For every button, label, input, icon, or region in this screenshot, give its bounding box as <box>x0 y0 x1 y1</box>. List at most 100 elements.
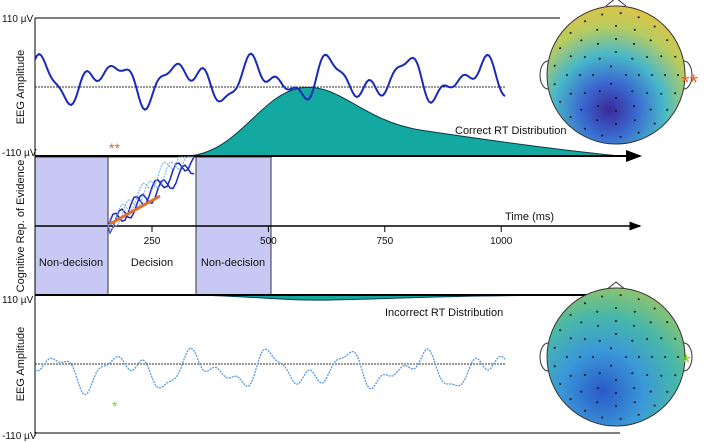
electrode <box>597 324 599 327</box>
electrode <box>566 356 568 358</box>
electrode <box>660 55 663 58</box>
y-min: -110 µV <box>2 431 37 442</box>
electrode <box>592 74 594 76</box>
electrode <box>583 56 586 58</box>
electrode <box>637 131 640 134</box>
electrode <box>580 321 583 324</box>
stage-label: Non-decision <box>201 257 265 269</box>
electrode <box>580 390 583 393</box>
electrode <box>615 379 617 381</box>
electrode <box>646 92 649 94</box>
electrode <box>646 374 649 376</box>
electrode <box>580 39 583 42</box>
electrode <box>664 74 666 76</box>
electrode <box>569 92 572 95</box>
electrode <box>633 310 636 313</box>
electrode <box>619 135 622 138</box>
electrode <box>598 57 601 60</box>
electrode <box>596 310 599 313</box>
electrode <box>569 31 572 34</box>
electrode <box>579 74 581 76</box>
electrode <box>601 134 604 137</box>
marker: ** <box>109 140 120 156</box>
electrode <box>615 405 617 407</box>
electrode <box>610 82 612 85</box>
electrode <box>601 13 604 16</box>
electrode <box>596 119 599 122</box>
electrode <box>592 356 594 358</box>
electrode <box>637 413 640 416</box>
electrode <box>649 39 652 42</box>
electrode <box>660 374 663 377</box>
distribution-label: Correct RT Distribution <box>455 125 566 137</box>
electrode <box>615 97 617 99</box>
electrode <box>579 356 581 358</box>
electrode <box>598 90 601 93</box>
electrode <box>553 346 556 349</box>
electrode <box>580 108 583 111</box>
marker: ** <box>681 70 699 95</box>
electrode <box>664 356 666 358</box>
stage-label: Decision <box>131 257 173 269</box>
electrode <box>633 42 635 45</box>
electrode <box>649 108 652 111</box>
y-min: -110 µV <box>2 148 37 159</box>
electrode <box>631 339 634 342</box>
electrode <box>653 404 656 407</box>
electrode <box>553 365 556 368</box>
tick-label: 250 <box>144 236 161 247</box>
electrode <box>559 100 562 103</box>
stage-label: Non-decision <box>39 257 103 269</box>
electrodes <box>553 12 679 420</box>
electrode <box>633 324 635 327</box>
electrode <box>559 329 562 332</box>
electrode <box>615 25 617 27</box>
electrode <box>566 74 568 76</box>
electrode <box>649 390 652 393</box>
electrode <box>666 321 669 324</box>
electrode <box>649 321 652 324</box>
electrode <box>631 90 634 93</box>
axis-label: Time (ms) <box>505 211 554 223</box>
marker: * <box>682 350 691 375</box>
electrode <box>569 116 572 119</box>
electrode <box>674 374 677 377</box>
electrode <box>653 122 656 125</box>
distribution-label: Incorrect RT Distribution <box>385 307 503 319</box>
electrode <box>553 83 556 86</box>
electrode <box>633 387 635 390</box>
evidence-trace <box>107 156 194 233</box>
electrode <box>637 16 640 19</box>
electrode <box>651 356 653 358</box>
electrode <box>633 28 636 31</box>
electrode <box>615 333 617 335</box>
electrode <box>559 47 562 50</box>
electrode <box>646 56 649 58</box>
electrode <box>625 356 627 358</box>
electrode <box>615 51 617 53</box>
electrode <box>637 298 640 301</box>
electrode <box>610 65 612 68</box>
electrode <box>597 42 599 45</box>
electrode <box>583 92 586 94</box>
electrode <box>638 356 640 358</box>
electrode <box>615 320 617 322</box>
electrode <box>615 110 617 112</box>
electrode <box>666 39 669 42</box>
electrode <box>584 302 586 305</box>
tick-label: 750 <box>376 236 393 247</box>
electrode <box>677 356 679 358</box>
electrode <box>601 416 604 419</box>
electrode <box>615 307 617 309</box>
tick-label: 1000 <box>490 236 513 247</box>
electrode <box>584 127 586 130</box>
electrode <box>598 339 601 342</box>
electrode <box>597 105 599 108</box>
electrode <box>610 347 612 350</box>
electrode <box>584 20 586 23</box>
ticks: 250 500 750 1000 <box>144 226 513 247</box>
electrode <box>615 38 617 40</box>
eeg-trace <box>34 347 506 396</box>
y-label: EEG Amplitude <box>15 327 27 402</box>
electrode <box>619 417 622 420</box>
